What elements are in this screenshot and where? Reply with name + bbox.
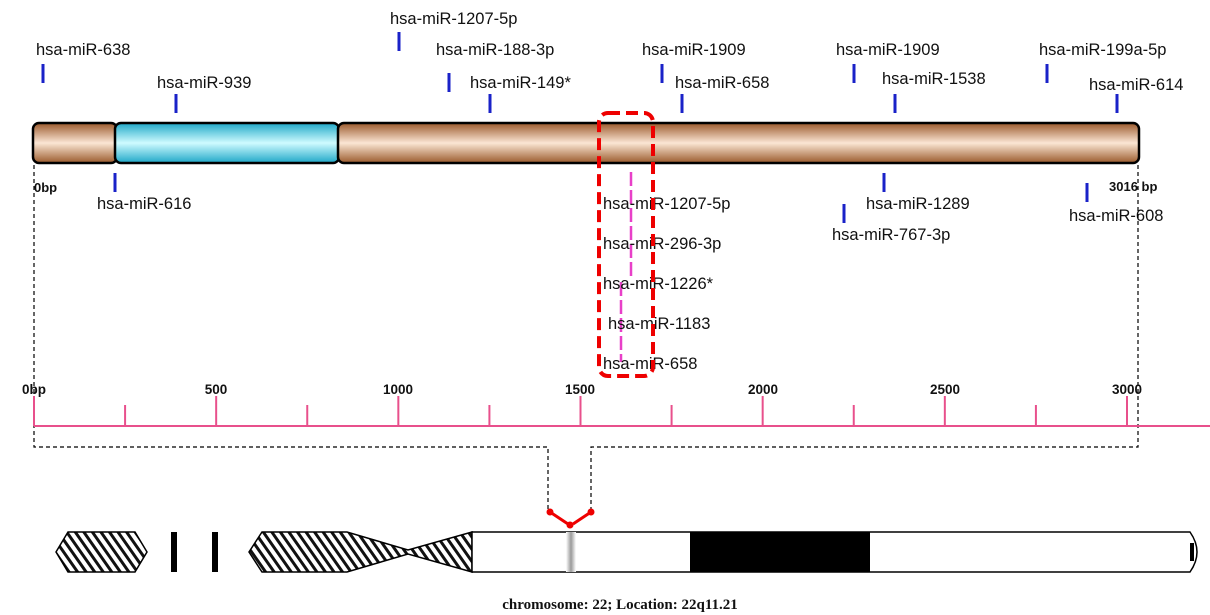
chromosome-band <box>171 532 177 572</box>
chromosome-ideogram <box>55 508 1198 573</box>
mirna-label: hsa-miR-638 <box>36 41 130 59</box>
mirna-marker <box>660 64 664 83</box>
mirna-label: hsa-miR-188-3p <box>436 41 554 59</box>
chromosome-band-light <box>566 532 576 572</box>
mirna-marker <box>893 94 897 113</box>
cluster-mirna-label: hsa-miR-1207-5p <box>603 195 730 213</box>
mirna-label: hsa-miR-658 <box>675 74 769 92</box>
mirna-label: hsa-miR-1289 <box>866 195 970 213</box>
mirna-marker <box>1085 183 1089 202</box>
chromosome-band <box>690 532 870 572</box>
mirnas-below-group: hsa-miR-616 hsa-miR-1289 hsa-miR-767-3p … <box>97 173 1163 244</box>
chromosome-caption: chromosome: 22; Location: 22q11.21 <box>502 597 738 613</box>
mirna-marker <box>488 94 492 113</box>
mirna-marker <box>1045 64 1049 83</box>
zoom-guide-frame <box>33 165 1139 510</box>
mirna-marker <box>447 73 451 92</box>
mirna-marker <box>41 64 45 83</box>
mirna-label: hsa-miR-1909 <box>642 41 746 59</box>
centromere-region <box>248 531 473 573</box>
p-arm-terminal-band <box>55 531 148 573</box>
mirna-label: hsa-miR-1909 <box>836 41 940 59</box>
mirna-label: hsa-miR-1538 <box>882 70 986 88</box>
utr3-segment <box>336 121 1141 165</box>
axis-tick-label: 1500 <box>565 382 595 397</box>
mirna-label: hsa-miR-616 <box>97 195 191 213</box>
gene-start-label: 0bp <box>34 180 57 195</box>
mirna-label: hsa-miR-149* <box>470 74 571 92</box>
gene-bar <box>31 121 1141 165</box>
bp-axis: 0bp 500 1000 1500 2000 2500 3000 <box>22 382 1210 427</box>
mirna-label: hsa-miR-199a-5p <box>1039 41 1166 59</box>
chromosome-band <box>212 532 218 572</box>
gene-end-label: 3016 bp <box>1109 179 1157 194</box>
mirna-marker <box>680 94 684 113</box>
cds-segment <box>113 121 341 165</box>
axis-labels: 0bp 500 1000 1500 2000 2500 3000 <box>22 382 1142 397</box>
mirna-marker <box>397 32 401 51</box>
highlight-box <box>597 111 655 378</box>
mirna-label: hsa-miR-614 <box>1089 76 1183 94</box>
mirna-marker <box>174 94 178 113</box>
axis-tick-label: 1000 <box>383 382 413 397</box>
mirna-label: hsa-miR-608 <box>1069 207 1163 225</box>
mirna-marker <box>852 64 856 83</box>
chromosome-band <box>1190 543 1194 561</box>
cluster-mirna-label: hsa-miR-1183 <box>608 315 710 333</box>
utr5-segment <box>31 121 119 165</box>
axis-tick-label: 500 <box>205 382 228 397</box>
mirna-label: hsa-miR-1207-5p <box>390 10 517 28</box>
mirna-marker <box>842 204 846 223</box>
axis-tick-label: 2500 <box>930 382 960 397</box>
cluster-mirna-label: hsa-miR-1226* <box>603 275 714 293</box>
highlighted-cluster: hsa-miR-1207-5p hsa-miR-296-3p hsa-miR-1… <box>597 111 730 378</box>
mirna-marker <box>113 173 117 192</box>
axis-tick-label: 2000 <box>748 382 778 397</box>
mirna-marker <box>1115 94 1119 113</box>
mirna-marker <box>882 173 886 192</box>
cluster-mirna-label: hsa-miR-296-3p <box>603 235 721 253</box>
axis-tick-label: 0bp <box>22 382 46 397</box>
cluster-mirna-label: hsa-miR-658 <box>603 355 697 373</box>
location-pointer <box>546 508 595 529</box>
axis-tick-label: 3000 <box>1112 382 1142 397</box>
axis-ticks <box>33 396 1128 426</box>
mirnas-above-group: hsa-miR-638 hsa-miR-1207-5p hsa-miR-939 … <box>36 10 1183 113</box>
mirna-label: hsa-miR-939 <box>157 74 251 92</box>
mirna-label: hsa-miR-767-3p <box>832 226 950 244</box>
